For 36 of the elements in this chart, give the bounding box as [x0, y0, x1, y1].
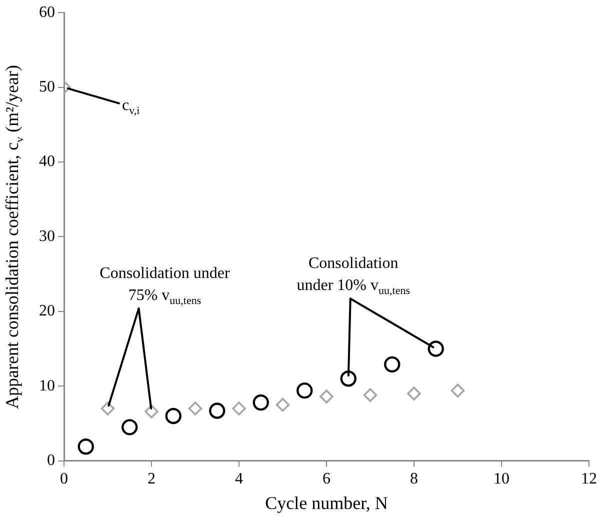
- annotation: c$_{v,i}$: [122, 96, 140, 120]
- x-tick-label: 4: [235, 470, 243, 488]
- y-tick-label: 30: [39, 228, 55, 245]
- annotation: Consolidation under 75% v$_{uu,tens}$: [100, 263, 230, 308]
- point: [252, 394, 269, 411]
- x-tick-label: 12: [581, 470, 597, 488]
- y-tick-label: 50: [39, 78, 55, 96]
- point: [428, 340, 444, 357]
- point: [78, 438, 94, 455]
- y-tick-label: 60: [39, 4, 55, 21]
- point: [144, 404, 158, 418]
- point: [188, 402, 202, 416]
- y-tick-label: 20: [39, 302, 55, 320]
- y-tick-label: 0: [47, 452, 55, 470]
- point: [209, 402, 226, 419]
- annotation: Consolidation under 10% v$_{uu,tens}$: [296, 253, 410, 299]
- point: [320, 390, 334, 404]
- point: [363, 388, 378, 402]
- x-tick-label: 8: [410, 470, 418, 488]
- y-tick-label: 40: [39, 153, 55, 170]
- x-tick-label: 0: [60, 470, 68, 488]
- y-tick-label: 10: [39, 377, 55, 394]
- point: [165, 408, 182, 424]
- point: [407, 386, 421, 400]
- x-axis-title: Cycle number, N: [265, 492, 388, 514]
- x-tick-label: 2: [148, 470, 156, 488]
- point: [296, 382, 313, 399]
- point: [100, 402, 115, 416]
- x-tick-label: 10: [494, 470, 510, 488]
- point: [276, 398, 290, 412]
- point: [232, 402, 246, 416]
- point: [450, 384, 465, 398]
- point: [384, 356, 400, 373]
- point: [340, 370, 356, 387]
- x-tick-label: 6: [322, 470, 330, 488]
- point: [122, 419, 138, 436]
